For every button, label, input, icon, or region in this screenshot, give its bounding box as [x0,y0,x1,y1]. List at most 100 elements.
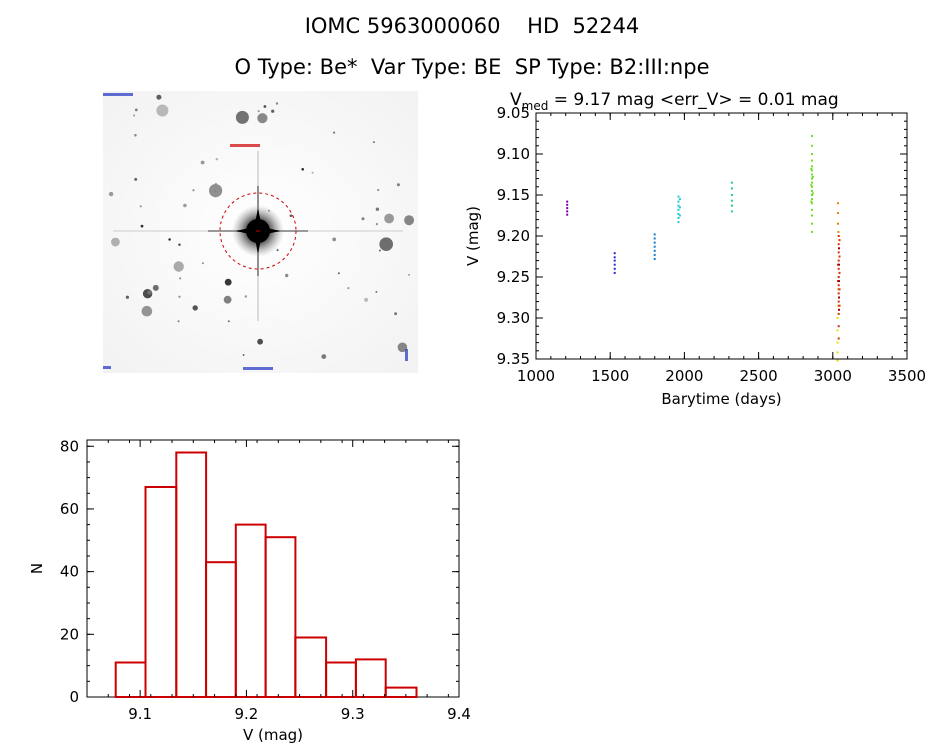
data-point [653,233,656,236]
field-star [257,338,263,345]
y-tick-label: 9.20 [497,227,530,245]
corner-mark-top-left [103,93,133,96]
field-star [108,191,114,197]
field-star [271,109,275,113]
data-point [678,214,681,217]
data-point [566,213,569,216]
y-tick-label: 40 [60,563,79,581]
data-point [837,300,840,303]
y-tick-label: 9.30 [497,309,530,327]
x-tick-label: 9.1 [128,705,152,723]
field-star [156,94,162,100]
field-star [134,177,138,181]
x-tick-label: 9.3 [341,705,365,723]
histogram-axes: 9.1 9.2 9.3 9.4 0 20 40 60 80 [60,437,471,723]
field-star [201,262,204,265]
light-curve-axes: 1000 1500 2000 2500 3000 3500 9.05 9.10 9.15 9.20… [497,104,927,385]
x-tick-label: 9.2 [234,705,258,723]
histogram-bar [175,451,208,698]
field-star [178,295,181,298]
field-star [235,110,249,124]
data-point [837,212,839,214]
field-star [147,290,152,295]
light-curve-title: Vmed = 9.17 mag <err_V> = 0.01 mag [510,90,839,113]
data-point [837,284,840,287]
data-point [730,204,733,207]
data-point [836,341,839,344]
data-point [836,329,839,332]
data-point [838,308,840,311]
data-point [811,169,813,172]
data-point [811,192,814,195]
data-point [653,241,656,244]
data-point [653,245,656,248]
x-tick-label: 2500 [740,367,778,385]
data-point [811,222,813,225]
field-star [139,205,142,208]
light-curve-x-axis-label: Barytime (days) [661,390,781,408]
data-point [811,214,813,217]
data-point [730,194,733,196]
histogram-bar [144,486,178,698]
corner-mark-bottom-left [103,366,111,369]
field-star [289,214,293,217]
y-tick-label: 9.15 [497,186,530,204]
y-tick-label: 80 [60,437,79,455]
data-point [730,210,733,213]
field-star [375,207,380,211]
field-star [372,141,375,144]
data-point [566,207,569,210]
data-point [837,222,839,225]
data-point [811,159,813,162]
data-point [838,255,841,258]
data-point [837,337,840,340]
data-point [838,304,841,307]
data-point [677,204,680,207]
data-point [613,256,616,259]
x-tick-label: 3500 [888,367,926,385]
data-point [613,259,616,262]
field-star [173,261,184,272]
data-point [838,271,841,274]
data-point [811,135,813,137]
field-star [134,108,138,112]
histogram-bar [294,636,328,698]
data-point [730,199,733,202]
data-point [811,176,814,178]
histogram-bar [234,523,267,698]
data-point [566,203,569,206]
data-point [811,230,813,233]
light-curve-y-axis-label: V (mag) [464,206,482,266]
data-point [566,200,569,203]
data-point [838,239,841,242]
data-point [730,181,733,184]
data-point [653,249,656,252]
data-point [837,276,840,278]
data-point [811,194,813,196]
y-tick-label: 20 [60,625,79,643]
data-point [653,253,656,256]
data-point [811,202,813,205]
x-tick-label: 9.4 [447,705,471,723]
histogram-bar [205,561,237,698]
target-circle-marker [219,192,297,270]
data-point [837,243,840,246]
data-point [838,288,841,291]
field-star [125,295,129,299]
data-point [837,235,840,237]
field-star [209,184,223,198]
data-point [613,263,616,266]
field-star [337,272,340,275]
data-point [811,208,813,211]
y-tick-label: 60 [60,500,79,518]
field-star [375,290,378,293]
field-star [242,354,245,356]
x-tick-label: 3000 [814,367,852,385]
field-star [301,168,304,171]
field-star [179,277,182,280]
x-tick-label: 1000 [517,367,555,385]
data-point [837,202,839,205]
data-point [677,208,680,211]
light-curve-plot-frame [535,112,908,360]
light-curve-chart: Vmed = 9.17 mag <err_V> = 0.01 mag 1000 1… [455,85,935,415]
